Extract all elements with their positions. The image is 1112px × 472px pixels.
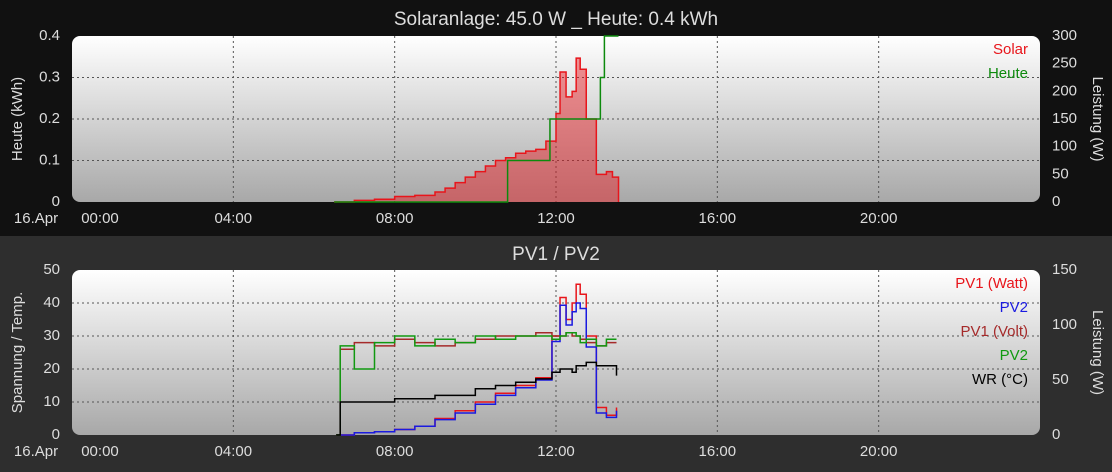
y-tick-label: 40	[43, 294, 60, 311]
y-tick-label: 0.4	[39, 27, 60, 44]
x-tick-label: 16:00	[699, 443, 737, 460]
y2-axis-label: Leistung (W)	[1089, 76, 1106, 161]
x-tick-label: 04:00	[215, 443, 253, 460]
x-tick-label: 08:00	[376, 443, 414, 460]
legend-entry: PV2	[1000, 299, 1028, 316]
y-axis-label: Spannung / Temp.	[9, 292, 26, 413]
chart-title: Solaranlage: 45.0 W _ Heute: 0.4 kWh	[394, 9, 718, 30]
date-label: 16.Apr	[14, 210, 58, 227]
y2-tick-label: 50	[1052, 371, 1069, 388]
y-tick-label: 50	[43, 261, 60, 278]
y-tick-label: 0	[52, 193, 60, 210]
series-line	[334, 57, 620, 203]
y-tick-label: 10	[43, 393, 60, 410]
x-tick-label: 20:00	[860, 210, 898, 227]
x-tick-label: 12:00	[537, 443, 575, 460]
legend-entry: Heute	[988, 65, 1028, 82]
x-tick-label: 00:00	[81, 210, 119, 227]
x-tick-label: 00:00	[81, 443, 119, 460]
series-line	[336, 302, 618, 436]
legend-entry: PV1 (Volt)	[960, 323, 1028, 340]
y2-tick-label: 150	[1052, 261, 1077, 278]
y2-tick-label: 0	[1052, 193, 1060, 210]
y2-tick-label: 0	[1052, 426, 1060, 443]
y2-tick-label: 100	[1052, 316, 1077, 333]
legend-entry: WR (°C)	[972, 371, 1028, 388]
y-tick-label: 0.2	[39, 110, 60, 127]
y-tick-label: 0.3	[39, 68, 60, 85]
plot-area	[72, 270, 1040, 435]
legend-entry: Solar	[993, 41, 1028, 58]
y2-axis-label: Leistung (W)	[1089, 310, 1106, 395]
y-tick-label: 20	[43, 360, 60, 377]
date-label: 16.Apr	[14, 443, 58, 460]
y-tick-label: 0	[52, 426, 60, 443]
area	[334, 58, 619, 203]
y2-tick-label: 200	[1052, 82, 1077, 99]
y-tick-label: 30	[43, 327, 60, 344]
y2-tick-label: 50	[1052, 165, 1069, 182]
x-tick-label: 16:00	[699, 210, 737, 227]
x-tick-label: 12:00	[537, 210, 575, 227]
y-axis-label: Heute (kWh)	[9, 77, 26, 161]
series-line	[336, 331, 617, 436]
y2-tick-label: 150	[1052, 110, 1077, 127]
x-tick-label: 20:00	[860, 443, 898, 460]
x-tick-label: 08:00	[376, 210, 414, 227]
y2-tick-label: 100	[1052, 138, 1077, 155]
legend-entry: PV2	[1000, 347, 1028, 364]
y-tick-label: 0.1	[39, 151, 60, 168]
legend-entry: PV1 (Watt)	[955, 275, 1028, 292]
series-line	[336, 361, 618, 436]
chart-title: PV1 / PV2	[512, 244, 600, 265]
y2-tick-label: 300	[1052, 27, 1077, 44]
x-tick-label: 04:00	[215, 210, 253, 227]
y2-tick-label: 250	[1052, 55, 1077, 72]
series-line	[334, 35, 619, 203]
